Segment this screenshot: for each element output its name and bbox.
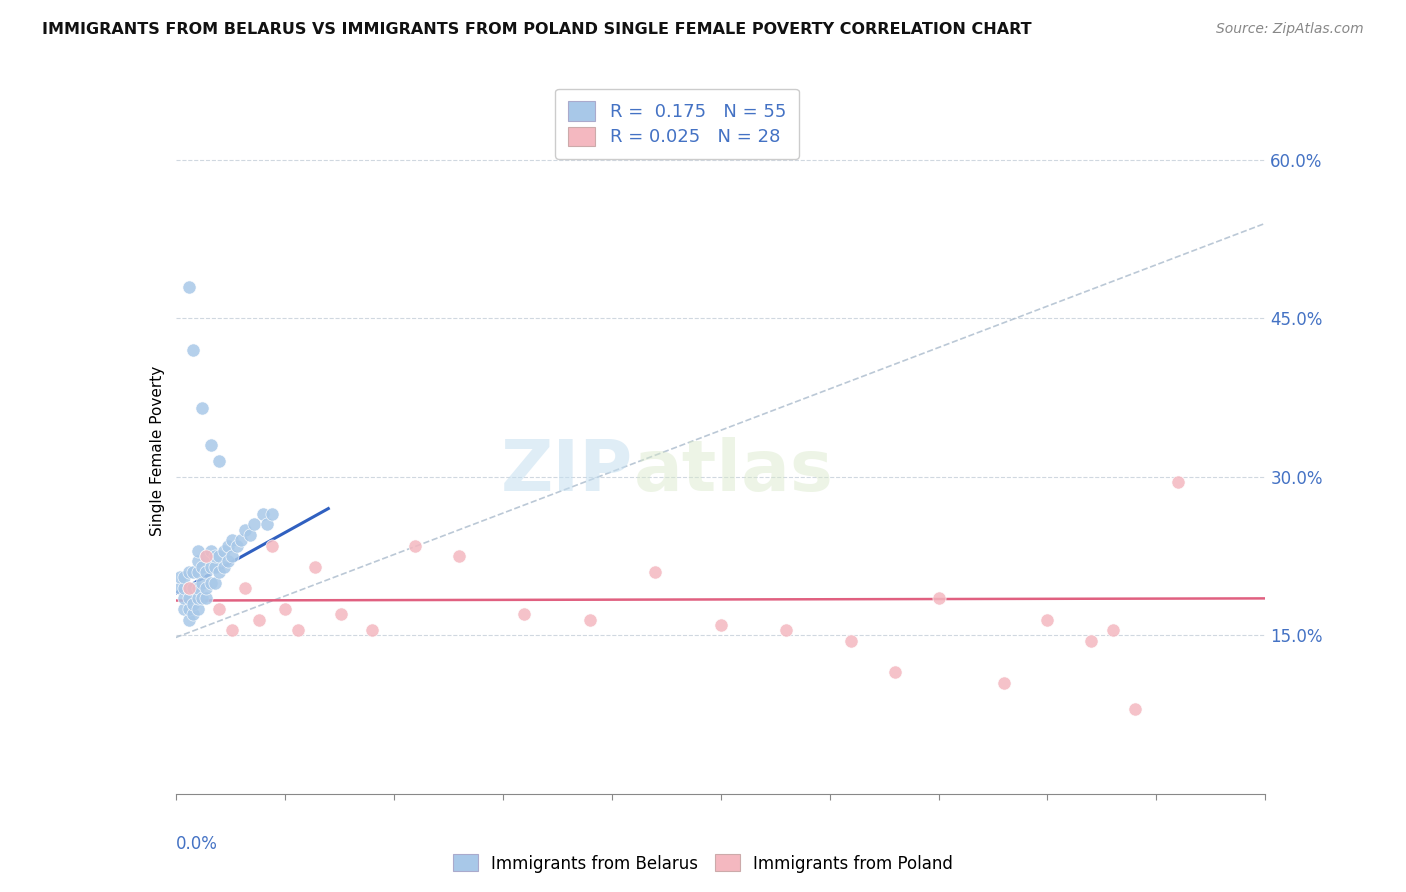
Point xyxy=(169,570,191,584)
Point xyxy=(173,570,195,584)
Point xyxy=(204,559,226,574)
Point xyxy=(186,544,209,558)
Point xyxy=(204,575,226,590)
Point xyxy=(177,581,200,595)
Point xyxy=(200,575,222,590)
Legend: R =  0.175   N = 55, R = 0.025   N = 28: R = 0.175 N = 55, R = 0.025 N = 28 xyxy=(555,88,799,159)
Point xyxy=(177,279,200,293)
Point xyxy=(181,581,204,595)
Point xyxy=(195,591,218,606)
Point xyxy=(191,575,214,590)
Point xyxy=(1102,623,1125,637)
Point xyxy=(181,565,204,579)
Point xyxy=(447,549,470,563)
Point xyxy=(884,665,907,680)
Point xyxy=(243,517,266,532)
Y-axis label: Single Female Poverty: Single Female Poverty xyxy=(149,366,165,535)
Point xyxy=(256,517,278,532)
Point xyxy=(177,602,200,616)
Point xyxy=(1167,475,1189,490)
Point xyxy=(204,549,226,563)
Point xyxy=(177,613,200,627)
Point xyxy=(217,539,239,553)
Point xyxy=(208,454,231,468)
Point xyxy=(710,617,733,632)
Point xyxy=(186,565,209,579)
Point xyxy=(212,544,235,558)
Point xyxy=(186,581,209,595)
Point xyxy=(287,623,309,637)
Point xyxy=(181,343,204,357)
Point xyxy=(1123,702,1146,716)
Point xyxy=(181,597,204,611)
Point xyxy=(231,533,253,548)
Point xyxy=(173,581,195,595)
Point xyxy=(177,591,200,606)
Point xyxy=(579,613,602,627)
Point xyxy=(217,554,239,568)
Point xyxy=(235,523,257,537)
Point xyxy=(260,539,283,553)
Point xyxy=(181,607,204,622)
Point xyxy=(260,507,283,521)
Point xyxy=(177,581,200,595)
Point xyxy=(360,623,382,637)
Point xyxy=(195,549,218,563)
Point xyxy=(186,602,209,616)
Point xyxy=(330,607,353,622)
Point xyxy=(221,623,243,637)
Point xyxy=(841,633,863,648)
Point xyxy=(304,559,326,574)
Point xyxy=(274,602,297,616)
Point xyxy=(186,591,209,606)
Point xyxy=(173,591,195,606)
Point xyxy=(186,554,209,568)
Point xyxy=(195,565,218,579)
Text: ZIP: ZIP xyxy=(501,436,633,506)
Point xyxy=(200,438,222,452)
Point xyxy=(191,591,214,606)
Point xyxy=(200,544,222,558)
Point xyxy=(208,602,231,616)
Point xyxy=(221,533,243,548)
Point xyxy=(775,623,797,637)
Point xyxy=(405,539,427,553)
Point xyxy=(191,401,214,416)
Point xyxy=(247,613,270,627)
Text: Source: ZipAtlas.com: Source: ZipAtlas.com xyxy=(1216,22,1364,37)
Point xyxy=(252,507,274,521)
Point xyxy=(993,676,1015,690)
Point xyxy=(225,539,247,553)
Point xyxy=(195,549,218,563)
Point xyxy=(177,565,200,579)
Text: IMMIGRANTS FROM BELARUS VS IMMIGRANTS FROM POLAND SINGLE FEMALE POVERTY CORRELAT: IMMIGRANTS FROM BELARUS VS IMMIGRANTS FR… xyxy=(42,22,1032,37)
Point xyxy=(239,528,262,542)
Point xyxy=(200,559,222,574)
Point xyxy=(221,549,243,563)
Text: 0.0%: 0.0% xyxy=(176,835,218,853)
Point xyxy=(212,559,235,574)
Point xyxy=(173,602,195,616)
Point xyxy=(644,565,666,579)
Point xyxy=(1036,613,1059,627)
Point xyxy=(191,559,214,574)
Point xyxy=(928,591,950,606)
Legend: Immigrants from Belarus, Immigrants from Poland: Immigrants from Belarus, Immigrants from… xyxy=(446,847,960,880)
Point xyxy=(235,581,257,595)
Point xyxy=(208,565,231,579)
Point xyxy=(513,607,536,622)
Point xyxy=(195,581,218,595)
Point xyxy=(169,581,191,595)
Text: atlas: atlas xyxy=(633,436,834,506)
Point xyxy=(1080,633,1102,648)
Point xyxy=(208,549,231,563)
